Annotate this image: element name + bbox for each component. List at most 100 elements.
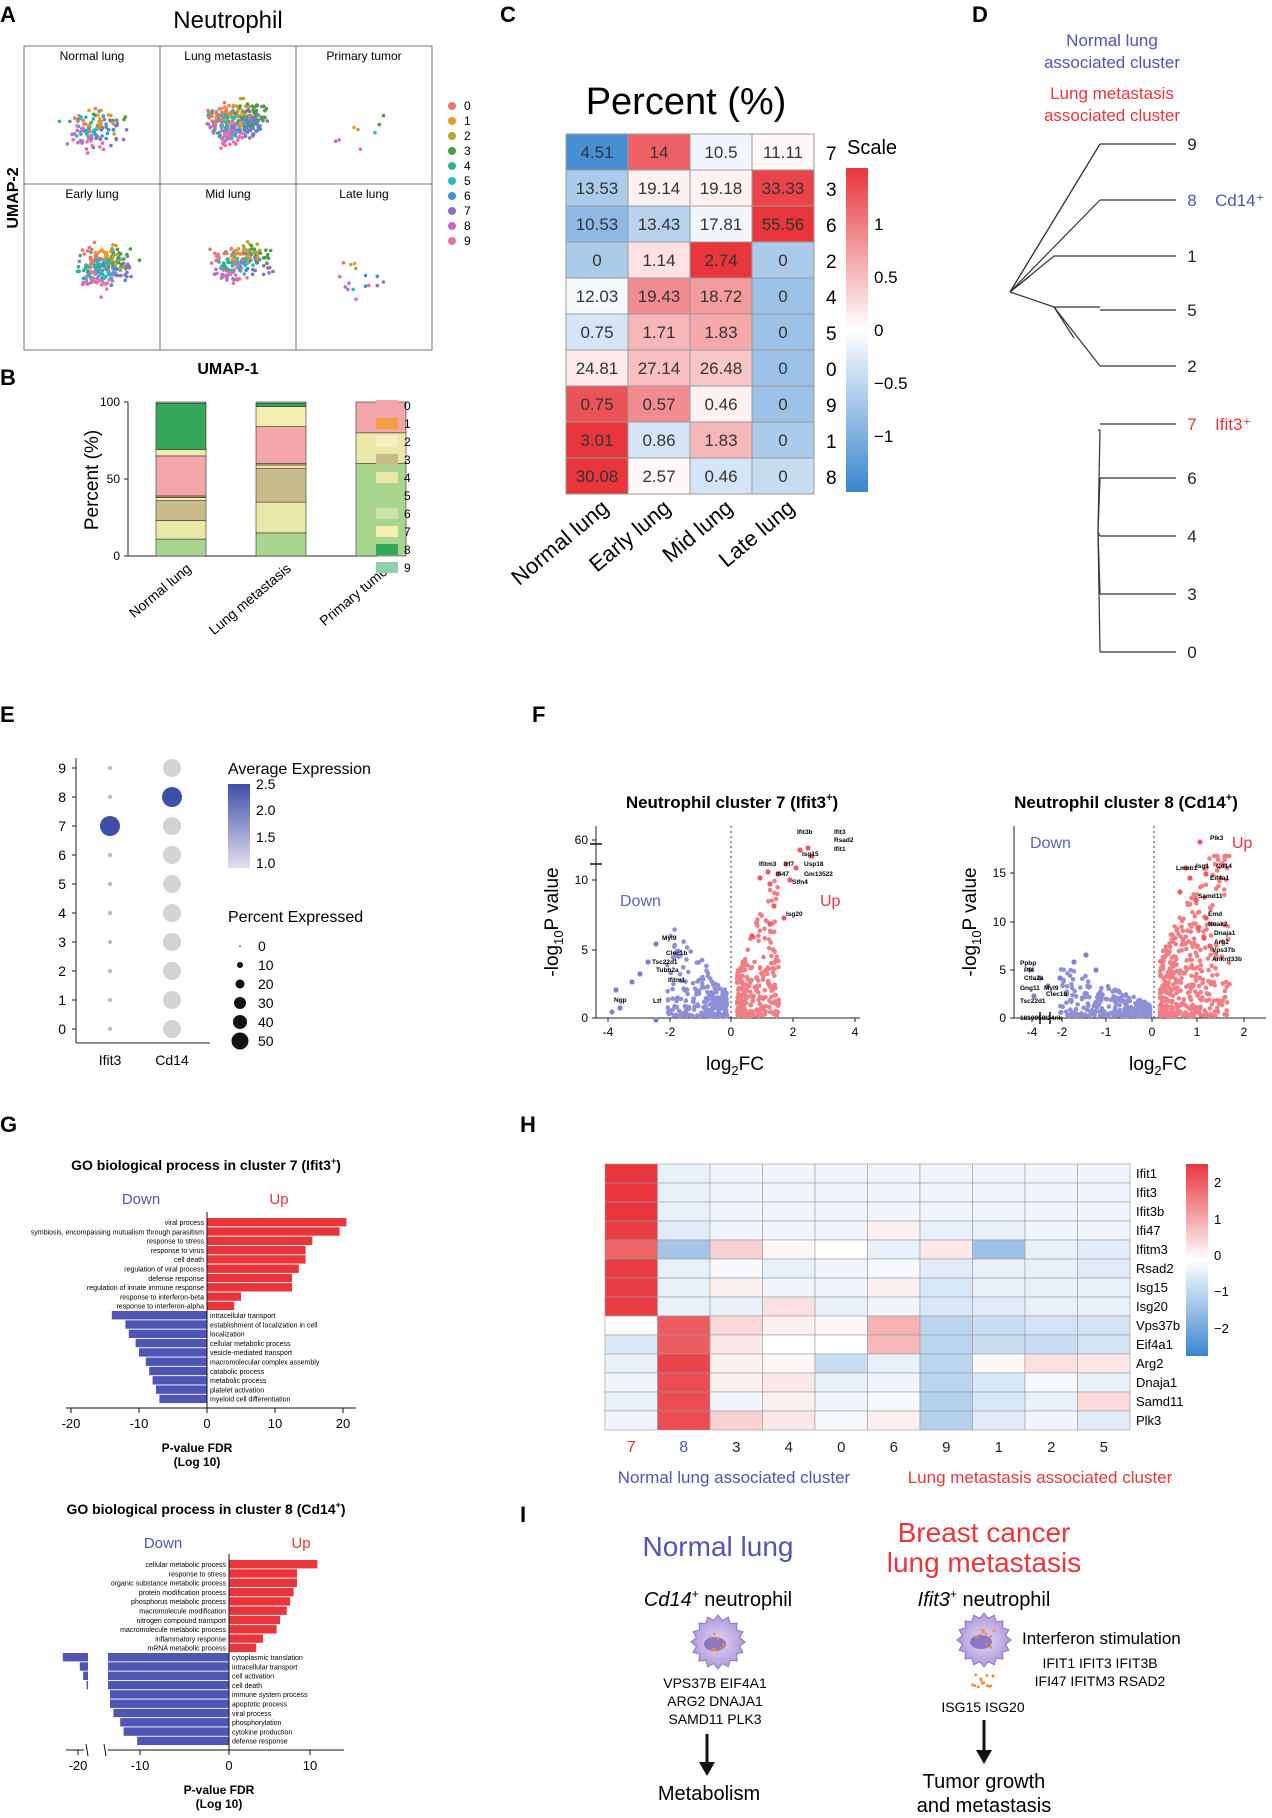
umap-point — [225, 251, 229, 256]
heatmap-h-cell — [604, 1277, 658, 1298]
dendro-leaf-6: 6 — [1187, 469, 1196, 488]
umap-point — [109, 276, 113, 280]
heatmap-c-value: 24.81 — [576, 359, 619, 378]
go-up-term: mRNA metabolic process — [147, 1646, 226, 1653]
umap-point — [363, 273, 368, 278]
umap-point — [234, 250, 239, 254]
heatmap-c-cell — [627, 349, 691, 387]
heatmap-h-cell — [762, 1182, 816, 1203]
volcano-up-point — [1161, 958, 1166, 964]
volcano-up-point — [1190, 1011, 1196, 1017]
go-title-part: GO biological process in cluster 7 (Ifit… — [71, 1157, 331, 1173]
umap-point — [90, 277, 95, 282]
umap-point — [220, 106, 224, 111]
heatmap-h-cell — [919, 1410, 973, 1431]
stacked-ytick-label: 0 — [113, 549, 120, 563]
volcano-down-point — [1104, 997, 1109, 1002]
volcano-up-point — [1213, 886, 1219, 891]
umap-point — [250, 104, 255, 108]
heatmap-c-cell — [689, 457, 753, 495]
volcano-up-point — [1159, 999, 1165, 1005]
volcano-up-point — [1203, 882, 1209, 887]
heatmap-h-cell — [919, 1315, 973, 1336]
gene-heatmap: Ifit1 Ifit3 Ifit3b Ifi47 Ifitm3 Rsad2 Isg15 Isg… — [604, 1163, 1183, 1456]
heatmap-c-cell — [565, 169, 629, 207]
go-up-bar — [229, 1634, 263, 1643]
volcano-up-gene: Isg15 — [802, 851, 819, 858]
umap-point — [78, 253, 82, 258]
facet-late-lung: Late lung — [339, 187, 388, 201]
umap-point — [243, 263, 247, 268]
umap-point — [258, 127, 263, 131]
volcano-up-point — [1171, 960, 1176, 966]
heatmap-h-cell — [604, 1410, 658, 1431]
umap-point — [210, 119, 214, 123]
volcano-highlight-down — [1045, 983, 1051, 989]
umap-point — [85, 132, 89, 136]
volcano-up-point — [1207, 856, 1212, 861]
volcano-up-point — [1185, 1013, 1191, 1019]
umap-point — [119, 273, 123, 278]
volcano-up-point — [1179, 947, 1184, 953]
heatmap-h-cell — [1024, 1239, 1078, 1260]
volcano-down-point — [1123, 993, 1129, 999]
umap-point — [97, 119, 101, 124]
volcano-up-point — [1177, 915, 1182, 920]
volcano-down-point — [1068, 967, 1074, 973]
volcano-ylabel-part: 10 — [551, 930, 566, 944]
heatmap-c-row-label-2: 2 — [826, 252, 837, 273]
volcano-up-point — [1158, 1013, 1163, 1019]
panel-c: C Percent (%) 4.51 14 10.5 11.11 713.53 19.14… — [500, 2, 908, 590]
go-xtick-label: -10 — [131, 1758, 150, 1773]
heatmap-h-cell — [867, 1353, 921, 1374]
volcano-down-point — [1082, 991, 1088, 997]
umap-point — [375, 283, 380, 288]
umap-point — [234, 104, 239, 108]
volcano-down-point — [1087, 994, 1092, 1000]
heatmap-h-cell — [972, 1182, 1026, 1203]
umap-point — [95, 259, 99, 264]
volcano-up-point — [1216, 865, 1222, 870]
heatmap-c-value: 0 — [592, 251, 601, 270]
volcano-up-gene: Isg20 — [786, 911, 803, 918]
stacked-legend-label-1: 1 — [404, 417, 411, 431]
volcano-xtick-label: 2 — [1241, 1025, 1248, 1039]
volcano-up-point — [1197, 1006, 1202, 1011]
volcano-up-gene: Plk3 — [1210, 835, 1224, 842]
volcano-up-point — [1170, 1011, 1175, 1017]
heatmap-h-gene-Ifit3: Ifit3 — [1136, 1185, 1157, 1200]
umap-point — [230, 125, 234, 129]
heatmap-h-cell — [657, 1163, 711, 1184]
volcano-up-gene: Samd11 — [1198, 893, 1223, 900]
heatmap-h-cell — [709, 1220, 763, 1241]
heatmap-h-cell — [919, 1163, 973, 1184]
umap-point — [255, 254, 260, 259]
go-up-bar — [207, 1255, 306, 1264]
volcano-up-point — [763, 1009, 768, 1014]
heatmap-h-gene-Ifitm3: Ifitm3 — [1136, 1242, 1168, 1257]
volcano-highlight-down — [1071, 959, 1077, 965]
go-down-bar-stub — [62, 1653, 88, 1662]
volcano-xtick-label: -1 — [1101, 1025, 1112, 1039]
go-down-bar — [108, 1671, 229, 1680]
dendro-branch — [1053, 306, 1075, 339]
volcano-down-point — [666, 997, 671, 1002]
secreted-granule — [985, 1674, 989, 1677]
go-xtick-label: 10 — [303, 1758, 317, 1773]
volcano-up-point — [759, 1013, 765, 1019]
go-xtick-label: -20 — [62, 1416, 81, 1431]
heatmap-c-row-label-6: 6 — [826, 216, 837, 237]
panel-label-h: H — [520, 1112, 536, 1137]
heatmap-h-cell — [657, 1372, 711, 1393]
legend-label-6: 6 — [464, 189, 471, 203]
umap-point — [129, 274, 133, 279]
umap-point — [219, 276, 224, 280]
umap-point — [98, 262, 102, 267]
volcano-up-point — [1209, 1001, 1215, 1007]
umap-point — [125, 270, 129, 275]
volcano-up-point — [1218, 875, 1224, 880]
umap-point — [252, 119, 257, 124]
go-up-term: response to interferon-alpha — [116, 1304, 204, 1311]
heatmap-h-gene-Ifi47: Ifi47 — [1136, 1223, 1161, 1238]
dot-Cd14-cluster-0 — [163, 1020, 181, 1038]
